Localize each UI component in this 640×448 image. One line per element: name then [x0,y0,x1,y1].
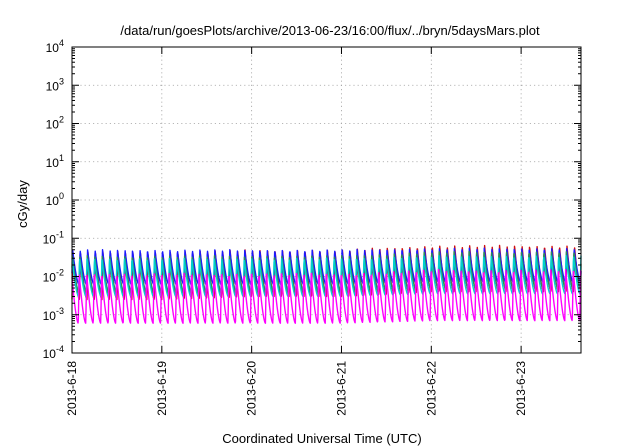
series-line [71,254,582,298]
axis-ticks [71,46,581,354]
y-axis-label: cGy/day [15,180,30,228]
y-tick-label: 103 [46,76,64,93]
y-tick-base: 10 [46,41,60,55]
series-line [71,269,582,324]
y-tick-label: 102 [46,115,64,132]
y-tick-label: 101 [46,153,64,170]
y-tick-exponent: 1 [59,153,64,163]
y-tick-label: 10-3 [43,306,64,323]
x-tick-labels: 2013-6-18 2013-6-19 2013-6-20 2013-6-21 2013… [65,361,528,416]
y-tick-label: 104 [46,38,64,55]
chart-title: /data/run/goesPlots/archive/2013-06-23/1… [120,23,540,38]
x-tick-label: 2013-6-20 [245,361,259,416]
y-tick-base: 10 [43,309,57,323]
y-tick-exponent: 2 [59,115,64,125]
y-tick-exponent: 3 [59,76,64,86]
x-axis-label: Coordinated Universal Time (UTC) [222,431,421,446]
x-tick-label: 2013-6-23 [514,361,528,416]
y-tick-exponent: 4 [59,38,64,48]
y-tick-label: 100 [46,191,64,208]
y-tick-base: 10 [46,79,60,93]
y-tick-exponent: -4 [56,344,64,354]
y-tick-base: 10 [46,118,60,132]
y-tick-label: 10-4 [43,344,64,361]
x-tick-label: 2013-6-22 [424,361,438,416]
series-layer [71,244,582,324]
x-tick-label: 2013-6-21 [334,361,348,416]
y-tick-base: 10 [46,194,60,208]
y-tick-base: 10 [43,232,57,246]
y-tick-label: 10-2 [43,268,64,285]
y-tick-base: 10 [43,271,57,285]
x-tick-label: 2013-6-19 [155,361,169,416]
y-tick-exponent: -2 [56,268,64,278]
y-tick-base: 10 [43,347,57,361]
y-tick-exponent: -1 [56,229,64,239]
y-tick-exponent: 0 [59,191,64,201]
y-tick-label: 10-1 [43,229,64,246]
y-tick-base: 10 [46,156,60,170]
x-tick-label: 2013-6-18 [65,361,79,416]
y-tick-exponent: -3 [56,306,64,316]
